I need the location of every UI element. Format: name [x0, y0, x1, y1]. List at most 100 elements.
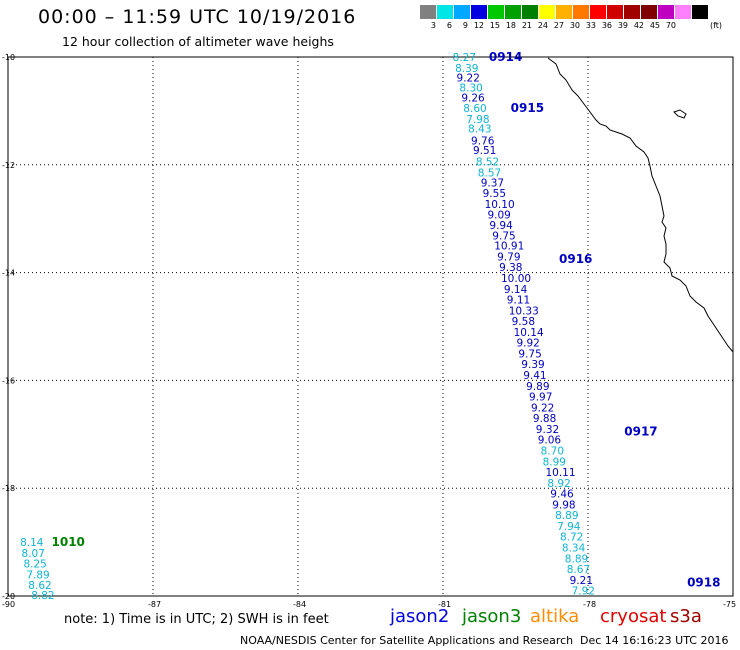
- legend-swatch: [590, 5, 607, 19]
- legend-label: 33: [585, 21, 596, 30]
- wave-height-value: 9.88: [533, 413, 556, 425]
- satellite-jason3: jason3: [462, 606, 522, 627]
- wave-height-value: 9.32: [536, 424, 559, 436]
- wave-height-value: 8.25: [23, 559, 46, 571]
- wave-height-value: 9.37: [481, 178, 504, 190]
- legend-swatch: [624, 5, 641, 19]
- wave-height-value: 9.22: [531, 402, 554, 414]
- legend-swatch: [573, 5, 590, 19]
- legend-swatch: [488, 5, 505, 19]
- wave-height-value: 8.70: [541, 445, 564, 457]
- wave-height-value: 10.91: [494, 241, 524, 253]
- wave-height-value: 10.14: [514, 327, 544, 339]
- legend-swatch: [556, 5, 573, 19]
- wave-height-value: 9.51: [473, 145, 496, 157]
- legend-swatch: [539, 5, 556, 19]
- lon-tick-label: -75: [723, 600, 736, 609]
- legend-swatch: [522, 5, 539, 19]
- wave-height-value: 8.89: [565, 553, 588, 565]
- legend-unit: (ft): [710, 21, 723, 30]
- pass-time-label: 0917: [624, 425, 657, 439]
- wave-height-value: 9.14: [504, 284, 528, 296]
- wave-height-value: 8.07: [22, 548, 45, 560]
- wave-height-value: 9.06: [538, 435, 562, 447]
- wave-height-value: 9.41: [523, 370, 546, 382]
- wave-height-value: 8.27: [453, 52, 476, 64]
- wave-height-value: 8.30: [459, 83, 482, 95]
- legend-label: 15: [489, 21, 500, 30]
- lat-tick-label: -20: [2, 592, 15, 601]
- footer-credit: NOAA/NESDIS Center for Satellite Applica…: [240, 634, 574, 647]
- legend-swatches: [420, 5, 709, 19]
- lon-tick-label: -78: [583, 600, 596, 609]
- pass-labels: 0914 0915 0916 0917 0918 1010: [52, 50, 721, 590]
- wave-height-value: 8.14: [20, 537, 44, 549]
- wave-height-value: 8.39: [455, 63, 478, 75]
- satellite-altika: altika: [530, 606, 580, 627]
- wave-height-value: 9.09: [487, 209, 510, 221]
- wave-height-value: 7.98: [466, 114, 489, 126]
- satellite-s3a: s3a: [670, 606, 702, 627]
- legend-label: 18: [505, 21, 516, 30]
- legend-swatch: [658, 5, 675, 19]
- wave-height-value: 8.43: [468, 124, 491, 136]
- wave-height-value: 9.26: [461, 92, 485, 104]
- legend-label: 6: [446, 21, 452, 30]
- wave-height-value: 9.75: [518, 348, 541, 360]
- wave-height-value: 9.75: [492, 230, 515, 242]
- legend-label: 24: [537, 21, 548, 30]
- legend-swatch: [692, 5, 709, 19]
- pass-time-label: 0914: [489, 50, 522, 64]
- wave-height-value: 9.55: [483, 188, 506, 200]
- coastline: [547, 57, 734, 353]
- lat-tick-label: -10: [2, 53, 15, 62]
- wave-height-value: 8.62: [28, 580, 51, 592]
- wave-height-value: 10.11: [545, 467, 575, 479]
- wave-height-value: 9.46: [550, 489, 574, 501]
- legend-label: 30: [569, 21, 580, 30]
- legend-labels: 3 6 9 12 15 18 21 24 27 30 33 36 39 42 45 70: [420, 21, 709, 30]
- wave-height-value: 8.92: [547, 478, 570, 490]
- wave-height-value: 9.79: [497, 251, 520, 263]
- legend-label: 70: [665, 21, 676, 30]
- wave-height-value: 8.82: [31, 590, 54, 602]
- island-outline: [673, 109, 687, 119]
- wave-height-value: 9.21: [570, 575, 593, 587]
- wave-height-value: 7.94: [557, 521, 581, 533]
- color-legend: 3 6 9 12 15 18 21 24 27 30 33 36 39 42 45 70 (ft): [420, 5, 722, 30]
- pass-time-label: 1010: [52, 535, 85, 549]
- lat-tick-label: -14: [2, 269, 15, 278]
- wave-height-value: 9.39: [521, 359, 544, 371]
- wave-height-value: 9.38: [499, 262, 522, 274]
- page-title: 00:00 – 11:59 UTC 10/19/2016: [38, 6, 357, 28]
- pass-time-label: 0916: [559, 252, 592, 266]
- legend-label: 12: [473, 21, 484, 30]
- gridlines: [8, 57, 733, 596]
- wave-height-value: 7.92: [572, 586, 595, 598]
- lon-tick-label: -84: [293, 600, 306, 609]
- legend-swatch: [505, 5, 522, 19]
- wave-height-value: 8.99: [543, 456, 566, 468]
- wave-height-value: 8.89: [555, 510, 578, 522]
- wave-height-value: 9.22: [457, 72, 480, 84]
- pass-time-label: 0915: [511, 101, 544, 115]
- lon-tick-label: -90: [2, 600, 15, 609]
- pass-time-label: 0918: [687, 576, 720, 590]
- wave-height-value: 8.57: [478, 167, 501, 179]
- lat-tick-label: -12: [2, 161, 15, 170]
- wave-height-value: 10.10: [485, 199, 515, 211]
- legend-swatch: [675, 5, 692, 19]
- legend-swatch: [471, 5, 488, 19]
- legend-swatch: [641, 5, 658, 19]
- footer-timestamp: Dec 14 16:16:23 UTC 2016: [580, 634, 729, 647]
- legend-label: 39: [617, 21, 628, 30]
- lon-tick-label: -81: [438, 600, 451, 609]
- wave-height-value: 9.97: [529, 392, 552, 404]
- wave-height-value: 9.94: [489, 220, 513, 232]
- wave-height-value: 10.33: [509, 305, 539, 317]
- legend-label: 36: [601, 21, 612, 30]
- page-subtitle: 12 hour collection of altimeter wave hei…: [62, 34, 334, 49]
- wave-height-value: 9.76: [471, 136, 495, 148]
- legend-swatch: [607, 5, 624, 19]
- satellite-cryosat: cryosat: [600, 606, 667, 627]
